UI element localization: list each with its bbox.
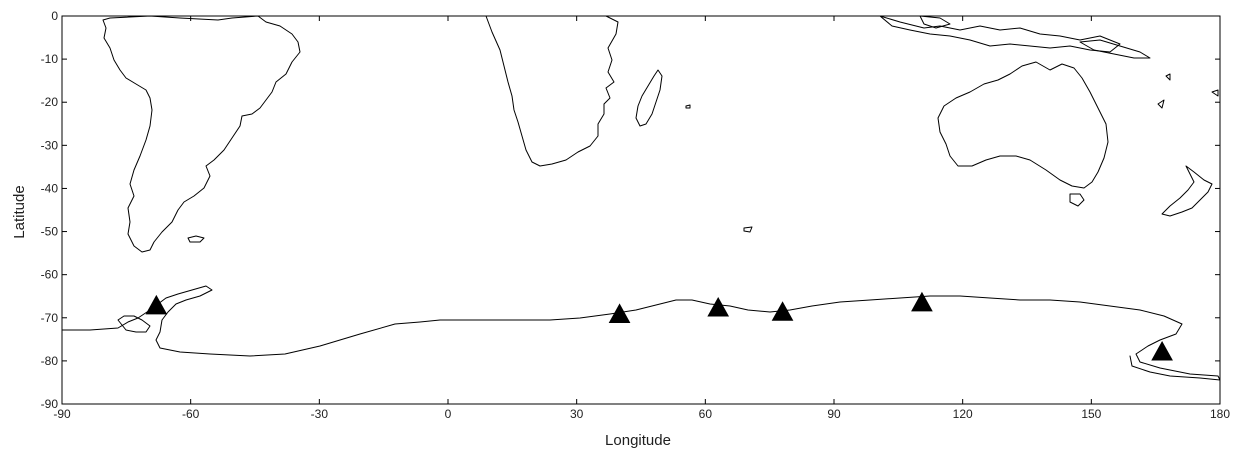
x-tick-label: 60 — [699, 407, 713, 421]
y-tick-label: -20 — [41, 95, 59, 109]
plot-frame — [61, 15, 1221, 405]
coast-tasmania — [1069, 193, 1085, 207]
y-tick-label: -60 — [41, 268, 59, 282]
station-triangle-marker — [707, 296, 730, 317]
station-triangle-marker — [145, 294, 168, 315]
x-tick-label: -30 — [311, 407, 329, 421]
y-tick-label: -30 — [41, 138, 59, 152]
y-tick-label: -80 — [41, 354, 59, 368]
x-tick-label: -90 — [53, 407, 71, 421]
coast-falklands — [187, 235, 205, 243]
x-tick-label: -60 — [182, 407, 200, 421]
coast-south-america — [102, 15, 301, 253]
x-tick-label: 150 — [1081, 407, 1101, 421]
coastlines — [61, 15, 1221, 381]
axes-frame — [61, 15, 1221, 405]
y-tick-label: -70 — [41, 311, 59, 325]
x-axis-label: Longitude — [605, 432, 671, 449]
x-tick-label: 180 — [1210, 407, 1230, 421]
coast-mascarene — [685, 104, 691, 109]
coast-antarctica — [61, 285, 1221, 381]
coast-new-guinea — [1079, 39, 1151, 59]
x-tick-label: 30 — [570, 407, 584, 421]
axis-ticks: -90 -60 -30 0 30 60 90 120 150 180 0 -10 -20 -30 -40 -5… — [41, 9, 1231, 421]
y-axis-label: Latitude — [11, 185, 28, 238]
y-tick-label: -10 — [41, 52, 59, 66]
y-tick-label: -50 — [41, 225, 59, 239]
station-triangle-marker — [771, 301, 794, 321]
coast-africa — [485, 15, 619, 167]
y-tick-label: -90 — [41, 397, 59, 411]
coast-pacific-islands — [1157, 73, 1219, 109]
y-tick-label: 0 — [51, 9, 58, 23]
coast-australia — [937, 61, 1109, 189]
coast-southeast-asia — [879, 15, 1121, 53]
x-tick-label: 0 — [445, 407, 452, 421]
coast-kerguelen — [743, 226, 753, 233]
station-triangle-marker — [608, 303, 631, 323]
coast-antarctic-peninsula — [117, 315, 151, 333]
y-tick-label: -40 — [41, 181, 59, 195]
coast-madagascar — [635, 69, 663, 127]
x-tick-label: 90 — [827, 407, 841, 421]
coast-borneo — [919, 15, 951, 29]
x-tick-label: 120 — [953, 407, 973, 421]
station-markers — [145, 291, 1173, 361]
coast-new-zealand — [1161, 165, 1213, 217]
station-triangle-marker — [1151, 340, 1173, 361]
station-triangle-marker — [911, 291, 933, 312]
